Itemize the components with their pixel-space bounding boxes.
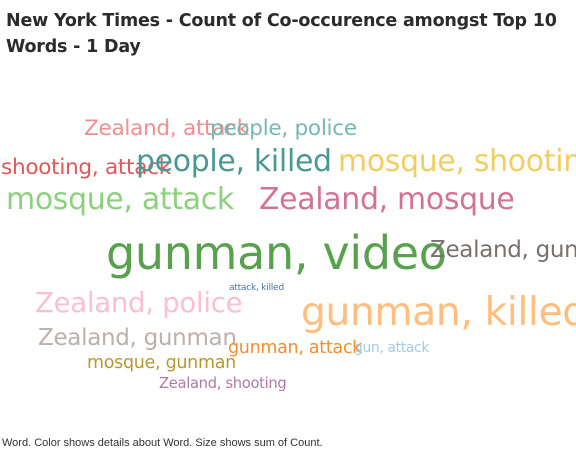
word-cloud-item: Zealand, attack: [84, 116, 249, 141]
word-cloud-item: Zealand, shooting: [159, 375, 287, 392]
word-cloud-item: Zealand, police: [35, 286, 243, 319]
word-cloud-item: gunman, attack: [228, 338, 363, 358]
word-cloud-item: gun, attack: [354, 340, 430, 356]
chart-title: New York Times - Count of Co-occurence a…: [6, 11, 557, 57]
word-cloud-item: attack, killed: [229, 282, 284, 293]
word-cloud-item: mosque, shooting: [338, 144, 576, 179]
word-cloud-item: people, police: [210, 116, 357, 141]
word-cloud-item: Zealand, mosque: [259, 182, 515, 217]
word-cloud-item: Zealand, gunman: [38, 325, 237, 351]
chart-caption: Word. Color shows details about Word. Si…: [2, 437, 323, 449]
word-cloud-item: gunman, video: [106, 226, 447, 280]
word-cloud-item: shooting, attack: [1, 155, 171, 180]
word-cloud-item: Zealand, gun: [430, 237, 576, 263]
word-cloud-item: mosque, attack: [6, 182, 234, 217]
word-cloud-item: people, killed: [136, 144, 332, 179]
word-cloud-item: gunman, killed: [301, 290, 576, 335]
word-cloud-item: mosque, gunman: [87, 353, 236, 373]
